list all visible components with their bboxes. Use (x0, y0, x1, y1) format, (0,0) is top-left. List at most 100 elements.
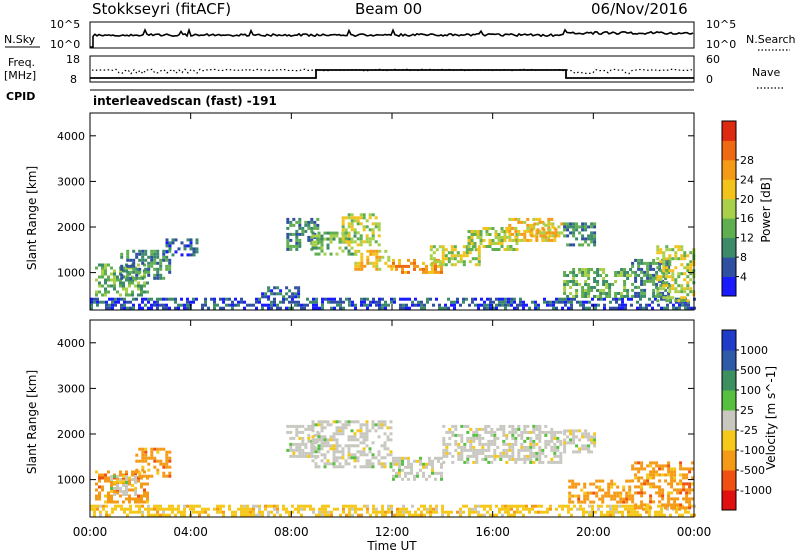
echo-cell (504, 510, 507, 514)
echo-cell (372, 510, 375, 514)
echo-cell (321, 504, 324, 508)
echo-cell (186, 300, 189, 304)
echo-cell (591, 297, 594, 301)
echo-cell (147, 474, 151, 478)
echo-cell (683, 287, 687, 291)
echo-cell (528, 507, 531, 511)
echo-cell (618, 510, 621, 514)
echo-cell (330, 300, 333, 304)
echo-cell (354, 504, 357, 508)
echo-cell (270, 504, 273, 508)
echo-cell (99, 300, 102, 304)
echo-cell (350, 444, 354, 448)
echo-cell (395, 471, 398, 475)
echo-cell (587, 274, 591, 277)
echo-cell (448, 442, 452, 446)
echo-cell (688, 488, 692, 492)
echo-cell (454, 424, 458, 428)
echo-cell (171, 297, 174, 301)
echo-cell (377, 450, 381, 454)
echo-cell (292, 436, 296, 440)
echo-cell (648, 513, 651, 517)
echo-cell (505, 451, 509, 455)
echo-cell (480, 303, 483, 307)
echo-cell (129, 258, 133, 262)
echo-cell (119, 478, 123, 481)
echo-cell (303, 303, 306, 307)
echo-cell (639, 306, 642, 310)
echo-cell (536, 222, 540, 226)
power-ylabel: Slant Range [km] (25, 166, 39, 270)
echo-cell (323, 231, 327, 235)
echo-cell (380, 462, 384, 466)
echo-cell (359, 465, 363, 469)
echo-cell (408, 306, 411, 310)
echo-cell (523, 427, 527, 431)
echo-cell (240, 300, 243, 304)
echo-cell (398, 261, 401, 265)
echo-cell (102, 300, 105, 304)
echo-cell (444, 248, 448, 252)
echo-cell (294, 295, 298, 299)
echo-cell (399, 510, 402, 514)
colorbar-swatch (722, 257, 736, 277)
echo-cell (108, 306, 111, 310)
echo-cell (141, 465, 145, 469)
echo-cell (297, 300, 300, 304)
echo-cell (374, 240, 378, 244)
echo-cell (532, 460, 536, 464)
echo-cell (159, 264, 163, 268)
echo-cell (356, 216, 360, 220)
echo-cell (646, 264, 650, 268)
echo-cell (636, 504, 639, 508)
echo-cell (153, 249, 157, 253)
echo-cell (128, 281, 131, 285)
echo-cell (356, 450, 360, 454)
echo-cell (98, 479, 101, 483)
echo-cell (159, 261, 163, 265)
echo-cell (390, 300, 393, 304)
echo-cell (159, 462, 163, 466)
echo-cell (482, 227, 486, 230)
echo-cell (104, 500, 107, 504)
echo-cell (447, 251, 451, 255)
echo-cell (156, 507, 159, 511)
echo-cell (460, 451, 464, 455)
echo-cell (634, 285, 638, 289)
echo-cell (526, 430, 530, 434)
echo-cell (289, 445, 293, 449)
echo-cell (317, 234, 321, 238)
echo-cell (96, 303, 99, 307)
echo-cell (165, 462, 169, 466)
echo-cell (529, 439, 533, 443)
echo-cell (168, 244, 172, 248)
echo-cell (570, 297, 573, 301)
echo-cell (615, 300, 618, 304)
echo-cell (643, 279, 647, 283)
echo-cell (383, 465, 387, 469)
echo-cell (489, 513, 492, 517)
echo-cell (122, 475, 126, 478)
freq-series (90, 69, 694, 79)
echo-cell (534, 510, 537, 514)
echo-cell (504, 297, 507, 301)
echo-cell (659, 248, 663, 252)
echo-cell (628, 485, 632, 489)
echo-cell (129, 264, 133, 268)
echo-cell (659, 251, 663, 255)
echo-cell (143, 491, 146, 495)
echo-cell (153, 513, 156, 517)
colorbar-swatch (722, 179, 736, 200)
echo-cell (563, 225, 567, 229)
echo-cell (631, 288, 635, 292)
echo-cell (584, 225, 588, 229)
echo-cell (673, 500, 677, 504)
echo-cell (631, 464, 635, 468)
echo-cell (402, 507, 405, 511)
echo-cell (485, 245, 489, 248)
echo-cell (138, 474, 142, 478)
echo-cell (572, 450, 576, 454)
echo-cell (540, 504, 543, 508)
echo-cell (662, 254, 666, 258)
echo-cell (359, 216, 363, 220)
